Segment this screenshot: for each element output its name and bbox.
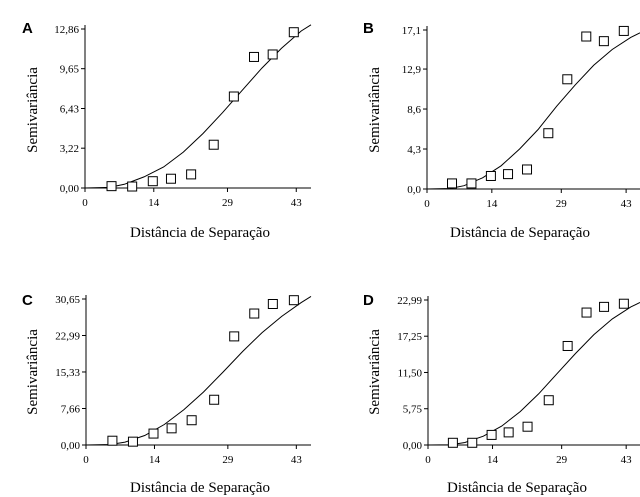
panel-d-y-tick-label: 22,99 <box>397 295 422 307</box>
panel-a-y-tick-label: 3,22 <box>60 143 79 155</box>
panel-c-data-point <box>186 415 197 426</box>
panel-d-x-axis-title: Distância de Separação <box>447 480 587 496</box>
panel-c-data-point <box>148 428 159 439</box>
panel-a-y-axis-title: Semivariância <box>25 67 41 153</box>
panel-d-y-tick-label: 0,00 <box>403 440 423 452</box>
panel-c-x-tick-label: 14 <box>149 454 161 466</box>
panel-c-x-tick-label: 0 <box>83 454 89 466</box>
panel-b-data-point <box>618 25 629 36</box>
panel-c-y-axis-title: Semivariância <box>25 329 41 415</box>
panel-b-y-tick-label: 0,0 <box>407 184 421 196</box>
panel-b-y-axis-title: Semivariância <box>367 67 383 153</box>
panel-a-data-point <box>165 173 176 184</box>
panel-d: D 0,00 5,75 11,50 17,25 22,99 0 14 29 43 Distância… <box>363 292 640 496</box>
panel-c-y-tick-label: 0,00 <box>61 440 81 452</box>
panel-b-y-tick-label: 17,1 <box>402 25 421 37</box>
panel-c-model-curve <box>85 295 312 446</box>
panel-c-data-point <box>229 331 240 342</box>
panel-c-x-tick-label: 29 <box>222 454 234 466</box>
panel-c-data-point <box>166 423 177 434</box>
panel-c-data-point <box>107 435 118 446</box>
panel-b-data-point <box>447 178 458 189</box>
panel-a-data-point <box>106 181 117 192</box>
panel-c: C 0,00 7,66 15,33 22,99 30,65 0 14 29 43 Distância… <box>22 292 312 496</box>
panel-a-data-point <box>147 176 158 187</box>
panel-b-y-tick-label: 8,6 <box>407 104 421 116</box>
panel-b-data-point <box>562 74 573 85</box>
panel-c-letter: C <box>22 292 33 309</box>
panel-d-letter: D <box>363 292 374 309</box>
panel-b-data-point <box>466 178 477 189</box>
panel-b-data-point <box>598 36 609 47</box>
panel-a-data-point <box>288 27 299 38</box>
panel-a-x-tick-label: 43 <box>291 197 303 209</box>
panel-a-y-tick-label: 6,43 <box>60 104 80 116</box>
panel-b-data-point <box>581 31 592 42</box>
panel-c-data-point <box>209 394 220 405</box>
panel-a-x-tick-label: 29 <box>222 197 234 209</box>
panel-b-y-tick-label: 4,3 <box>407 144 421 156</box>
panel-d-data-point <box>503 427 514 438</box>
panel-c-y-tick-label: 30,65 <box>55 294 80 306</box>
panel-c-y-tick-label: 22,99 <box>55 330 80 342</box>
panel-a-y-tick-label: 0,00 <box>60 183 80 195</box>
panel-d-x-tick-label: 29 <box>556 454 568 466</box>
panel-c-x-axis-title: Distância de Separação <box>130 480 270 496</box>
panel-a-y-tick-label: 9,65 <box>60 64 80 76</box>
panel-a-x-axis-title: Distância de Separação <box>130 225 270 241</box>
panel-d-y-axis-title: Semivariância <box>367 329 383 415</box>
panel-a-y-tick-label: 12,86 <box>54 24 79 36</box>
panel-b: B 0,0 4,3 8,6 12,9 17,1 0 14 29 43 Distância de Se… <box>363 20 640 241</box>
panel-a-data-point <box>208 139 219 150</box>
panel-c-data-point <box>267 299 278 310</box>
panel-b-data-point <box>503 169 514 180</box>
panel-d-data-point <box>618 298 629 309</box>
panel-d-y-tick-label: 11,50 <box>398 367 423 379</box>
panel-c-data-point <box>127 436 138 447</box>
panel-a: A 0,00 3,22 6,43 9,65 12,86 0 14 29 43 Distância d… <box>22 20 312 241</box>
panel-b-x-tick-label: 43 <box>621 198 633 210</box>
panel-b-data-point <box>543 128 554 139</box>
panel-d-data-point <box>562 340 573 351</box>
panel-a-data-point <box>228 91 239 102</box>
panel-d-x-tick-label: 43 <box>621 454 633 466</box>
panel-d-x-tick-label: 14 <box>487 454 499 466</box>
panel-d-y-tick-label: 5,75 <box>403 404 423 416</box>
panel-c-data-point <box>249 308 260 319</box>
panel-d-data-point <box>599 301 610 312</box>
panel-b-x-tick-label: 14 <box>486 198 498 210</box>
panel-a-model-curve <box>84 24 312 189</box>
panel-c-data-point <box>288 295 299 306</box>
panel-b-data-point <box>485 170 496 181</box>
panel-d-data-point <box>486 429 497 440</box>
panel-c-x-tick-label: 43 <box>291 454 303 466</box>
panel-d-y-tick-label: 17,25 <box>397 331 422 343</box>
panel-a-x-tick-label: 14 <box>148 197 160 209</box>
panel-a-data-point <box>127 181 138 192</box>
panel-b-x-tick-label: 29 <box>556 198 568 210</box>
panel-b-letter: B <box>363 20 374 37</box>
panel-d-data-point <box>447 437 458 448</box>
panel-d-data-point <box>581 307 592 318</box>
panel-c-y-tick-label: 7,66 <box>61 404 81 416</box>
panel-a-x-tick-label: 0 <box>82 197 88 209</box>
panel-b-data-point <box>522 164 533 175</box>
panel-d-data-point <box>467 437 478 448</box>
panel-c-y-tick-label: 15,33 <box>55 367 80 379</box>
panel-a-data-point <box>249 51 260 62</box>
panel-b-x-tick-label: 0 <box>424 198 430 210</box>
panel-b-x-axis-title: Distância de Separação <box>450 225 590 241</box>
panel-d-data-point <box>522 421 533 432</box>
panel-a-letter: A <box>22 20 33 37</box>
panel-a-data-point <box>186 169 197 180</box>
panel-b-y-tick-label: 12,9 <box>402 64 422 76</box>
panel-d-x-tick-label: 0 <box>425 454 431 466</box>
panel-d-model-curve <box>427 302 640 446</box>
panel-d-data-point <box>543 395 554 406</box>
panel-a-data-point <box>267 49 278 60</box>
panel-b-model-curve <box>426 32 640 190</box>
